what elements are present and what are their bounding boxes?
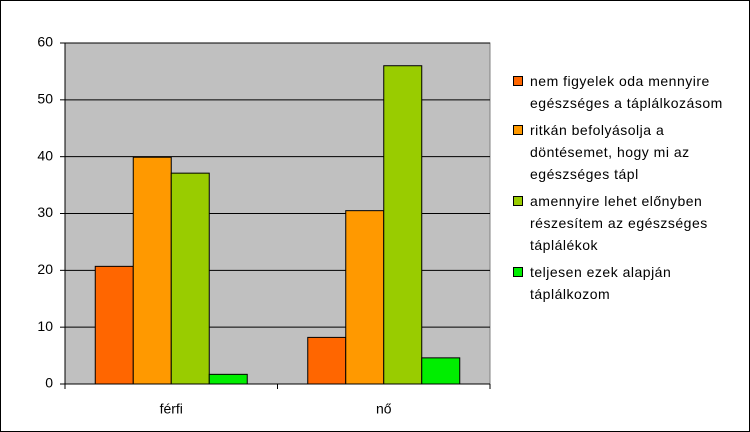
legend-swatch [513, 125, 523, 135]
x-tick-label: férfi [160, 401, 183, 417]
y-tick-label: 40 [37, 147, 53, 163]
y-tick-label: 0 [45, 375, 53, 391]
legend-swatch [513, 267, 523, 277]
bar [383, 65, 423, 385]
legend-item: ritkán befolyásolja a döntésemet, hogy m… [513, 119, 745, 185]
y-tick-label: 50 [37, 91, 53, 107]
legend: nem figyelek oda mennyire egészséges a t… [513, 70, 745, 310]
legend-item: amennyire lehet előnyben részesítem az e… [513, 190, 745, 256]
bar [170, 172, 210, 385]
legend-swatch [513, 196, 523, 206]
bar [307, 336, 347, 385]
bar [208, 373, 248, 385]
legend-swatch [513, 76, 523, 86]
y-tick-label: 30 [37, 204, 53, 220]
bar [94, 265, 134, 385]
y-tick-label: 20 [37, 261, 53, 277]
bar [132, 156, 172, 385]
legend-item: nem figyelek oda mennyire egészséges a t… [513, 70, 745, 114]
legend-label: nem figyelek oda mennyire egészséges a t… [530, 73, 723, 111]
legend-label: ritkán befolyásolja a döntésemet, hogy m… [530, 122, 690, 182]
bar [421, 357, 461, 385]
y-tick-label: 60 [37, 34, 53, 50]
legend-item: teljesen ezek alapján táplálkozom [513, 261, 745, 305]
bar [345, 210, 385, 385]
x-tick-label: nő [376, 401, 392, 417]
legend-label: teljesen ezek alapján táplálkozom [530, 264, 672, 302]
legend-label: amennyire lehet előnyben részesítem az e… [530, 193, 708, 253]
y-tick-label: 10 [37, 318, 53, 334]
